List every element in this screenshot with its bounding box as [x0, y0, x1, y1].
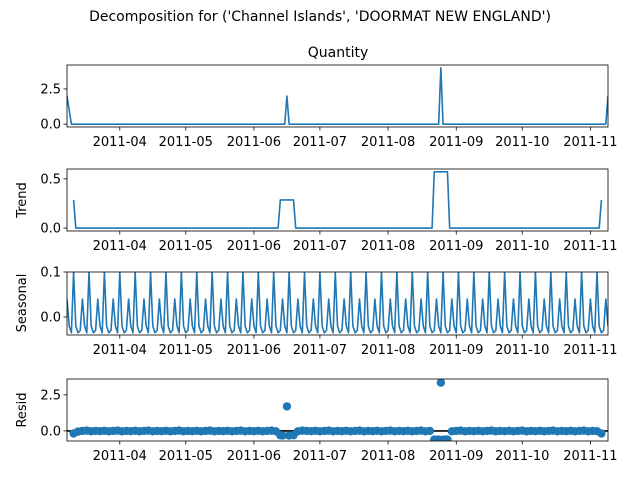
resid-xtick-label: 2011-11	[563, 449, 617, 464]
seasonal-ylabel: Seasonal	[15, 274, 30, 333]
observed-xtick-label: 2011-05	[159, 135, 213, 150]
quantity-panel: Quantity 0.0 2.5 2011-04 2011-05 2011-06 2011…	[40, 45, 617, 150]
seasonal-xtick-label: 2011-10	[495, 343, 549, 358]
resid-point	[436, 379, 446, 387]
resid-ytick-label: 0.0	[40, 424, 61, 439]
resid-xtick-label: 2011-04	[93, 449, 147, 464]
seasonal-xtick-label: 2011-05	[159, 343, 213, 358]
trend-xtick-label: 2011-04	[93, 239, 147, 254]
seasonal-panel: Seasonal 0.0 0.1 2011-04 2011-05 2011-06 2011…	[15, 266, 618, 359]
resid-point	[425, 426, 435, 436]
resid-xtick-label: 2011-09	[429, 449, 483, 464]
observed-ytick-label: 0.0	[40, 118, 61, 133]
observed-series-line	[67, 67, 608, 125]
observed-xtick-label: 2011-07	[293, 135, 347, 150]
seasonal-xtick-label: 2011-07	[293, 343, 347, 358]
resid-point	[597, 429, 606, 438]
observed-axes-frame	[66, 64, 609, 128]
resid-xtick-label: 2011-08	[361, 449, 415, 464]
observed-xtick-label: 2011-08	[361, 135, 415, 150]
observed-xtick-label: 2011-06	[227, 135, 281, 150]
seasonal-xtick-label: 2011-11	[563, 343, 617, 358]
resid-point	[278, 431, 287, 440]
trend-ytick-label: 0.5	[40, 172, 61, 187]
seasonal-ytick-label: 0.0	[40, 311, 61, 326]
resid-xtick-label: 2011-10	[495, 449, 549, 464]
resid-ylabel: Resid	[15, 392, 30, 427]
observed-xtick-label: 2011-04	[93, 135, 147, 150]
seasonal-xtick-label: 2011-09	[429, 343, 483, 358]
trend-xtick-label: 2011-07	[293, 239, 347, 254]
quantity-panel-title: Quantity	[308, 45, 369, 61]
resid-xtick-label: 2011-07	[293, 449, 347, 464]
seasonal-xtick-label: 2011-04	[93, 343, 147, 358]
resid-ytick-label: 2.5	[40, 388, 61, 403]
seasonal-data-group	[67, 272, 608, 334]
observed-ytick-label: 2.5	[40, 82, 61, 97]
trend-xtick-label: 2011-10	[495, 239, 549, 254]
trend-ytick-label: 0.0	[40, 222, 61, 237]
trend-xtick-label: 2011-05	[159, 239, 213, 254]
trend-ylabel: Trend	[15, 182, 30, 219]
trend-panel: Trend 0.0 0.5 2011-04 2011-05 2011-06 2011-07…	[15, 168, 618, 254]
seasonal-series-line	[67, 272, 608, 334]
seasonal-ytick-label: 0.1	[40, 266, 61, 281]
observed-xtick-label: 2011-10	[495, 135, 549, 150]
figure-suptitle: Decomposition for ('Channel Islands', 'D…	[89, 9, 551, 25]
trend-data-group	[72, 171, 603, 229]
resid-panel: Resid 0.0 2.5 2011-04 2011-05 2011-06 2011-07…	[15, 378, 618, 464]
resid-axes-frame	[66, 378, 609, 442]
resid-xtick-label: 2011-06	[227, 449, 281, 464]
trend-axes-frame	[66, 168, 609, 232]
trend-xtick-label: 2011-06	[227, 239, 281, 254]
resid-data-group	[67, 379, 608, 441]
trend-xtick-label: 2011-09	[429, 239, 483, 254]
trend-xtick-label: 2011-08	[361, 239, 415, 254]
seasonal-xtick-label: 2011-08	[361, 343, 415, 358]
trend-series-line	[72, 171, 603, 229]
observed-data-group	[67, 67, 608, 125]
resid-xtick-label: 2011-05	[159, 449, 213, 464]
trend-xtick-label: 2011-11	[563, 239, 617, 254]
resid-point	[443, 435, 452, 441]
seasonal-axes-frame	[66, 271, 609, 336]
observed-xtick-label: 2011-11	[563, 135, 617, 150]
observed-xtick-label: 2011-09	[429, 135, 483, 150]
seasonal-xtick-label: 2011-06	[227, 343, 281, 358]
resid-point	[282, 402, 292, 411]
